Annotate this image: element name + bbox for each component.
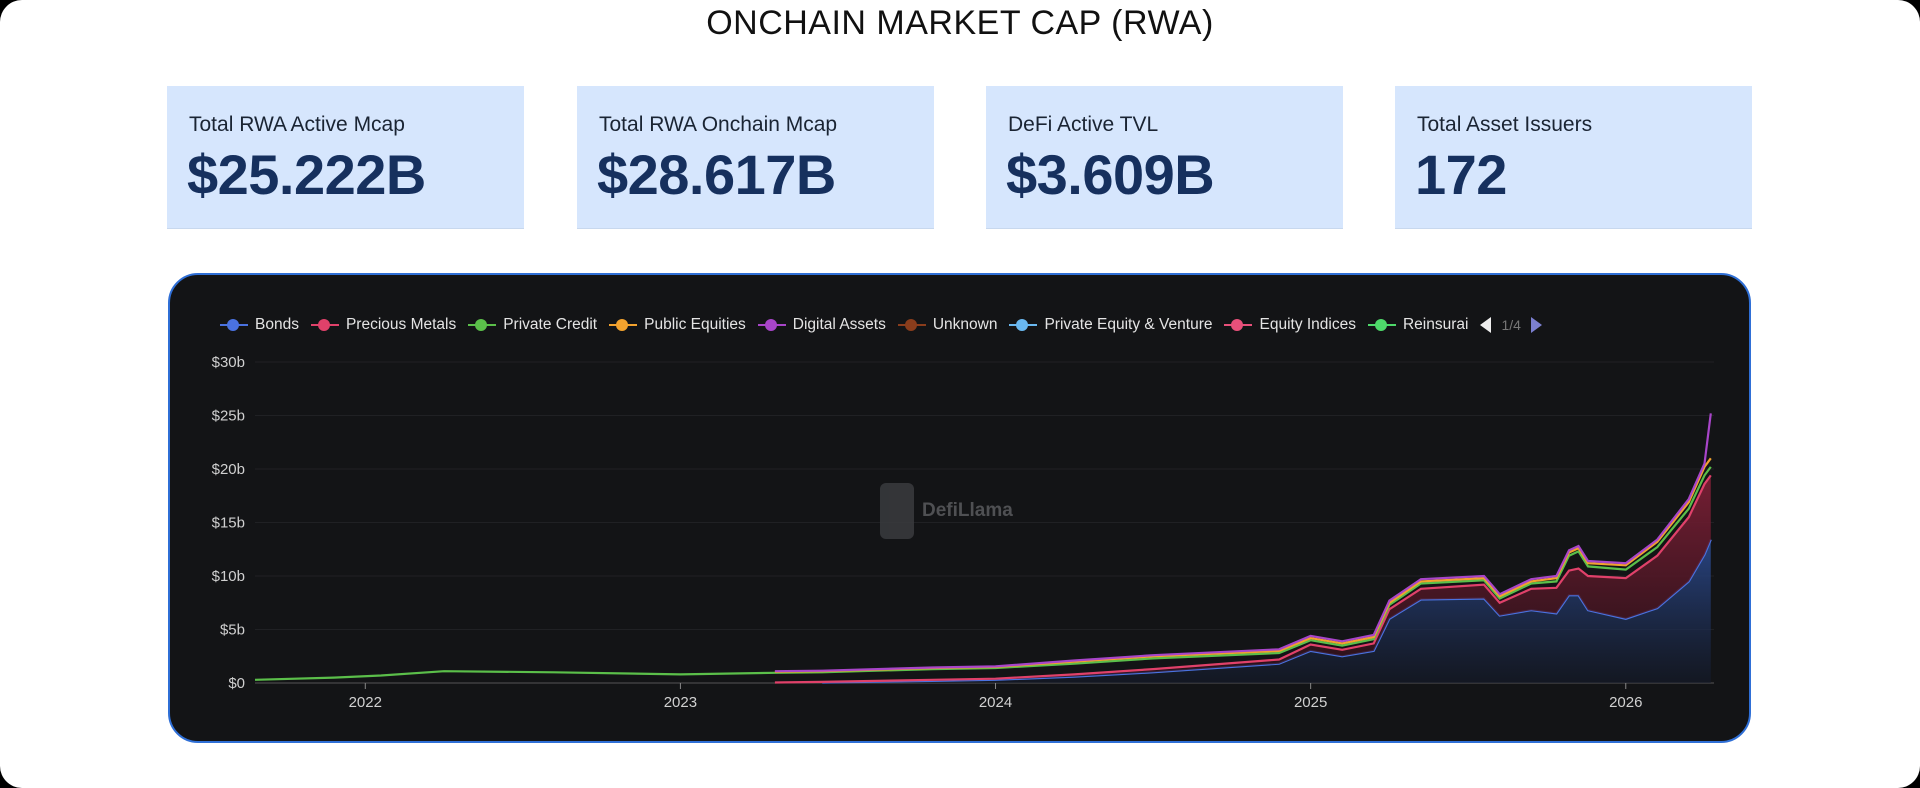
legend-label: Private Equity & Venture (1044, 316, 1213, 333)
stat-value: 172 (1415, 143, 1507, 206)
legend-swatch-icon (220, 319, 248, 331)
legend-item[interactable]: Precious Metals (310, 316, 457, 334)
legend-item[interactable]: Unknown (897, 316, 998, 334)
y-tick-label: $10b (212, 568, 245, 585)
legend-item[interactable]: Digital Assets (757, 316, 886, 334)
chart-legend: Bonds Precious Metals Private Credit Public… (220, 316, 1542, 334)
stat-card-asset-issuers: Total Asset Issuers 172 (1395, 86, 1752, 229)
legend-swatch-icon (310, 319, 339, 331)
market-cap-chart: $0 $5b $10b $15b $20b $25b $30b 2022 2023 2024 202… (212, 354, 1714, 711)
stat-card-active-mcap: Total RWA Active Mcap $25.222B (167, 86, 524, 229)
stat-card-defi-tvl: DeFi Active TVL $3.609B (986, 86, 1343, 229)
legend-item[interactable]: Bonds (220, 316, 299, 334)
y-tick-label: $30b (212, 354, 245, 371)
legend-label: Unknown (932, 316, 998, 333)
y-tick-label: $0 (228, 675, 245, 692)
y-tick-label: $15b (212, 515, 245, 532)
legend-label: Bonds (255, 316, 299, 333)
stat-card-onchain-mcap: Total RWA Onchain Mcap $28.617B (577, 86, 934, 229)
stat-label: Total RWA Onchain Mcap (599, 113, 838, 136)
legend-next-icon[interactable] (1530, 317, 1542, 333)
series-line-private-credit (254, 466, 1712, 681)
legend-label: Reinsurai (1402, 316, 1469, 333)
legend-item[interactable]: Equity Indices (1224, 316, 1356, 334)
legend-label: Equity Indices (1259, 316, 1356, 333)
legend-swatch-icon (1367, 319, 1396, 331)
legend-item[interactable]: Private Credit (468, 316, 597, 334)
legend-page: 1/4 (1501, 317, 1521, 333)
chart-container: $0 $5b $10b $15b $20b $25b $30b 2022 2023 2024 202… (168, 273, 1751, 743)
legend-label: Precious Metals (345, 316, 457, 333)
stat-value: $28.617B (597, 143, 836, 206)
legend-swatch-icon (1224, 319, 1253, 331)
legend-swatch-icon (757, 319, 786, 331)
legend-prev-icon[interactable] (1480, 317, 1492, 333)
y-tick-label: $25b (212, 408, 245, 425)
watermark: DefiLlama (880, 483, 1013, 539)
stat-label: Total Asset Issuers (1417, 113, 1593, 136)
stat-label: DeFi Active TVL (1008, 113, 1159, 136)
x-tick-label: 2022 (349, 694, 382, 711)
legend-label: Private Credit (503, 316, 598, 333)
series-line-precious-metals (774, 474, 1712, 684)
x-tick-label: 2023 (664, 694, 697, 711)
page-title: ONCHAIN MARKET CAP (RWA) (706, 4, 1214, 42)
legend-swatch-icon (1009, 319, 1038, 331)
x-tick-label: 2025 (1294, 694, 1327, 711)
legend-swatch-icon (468, 319, 497, 331)
legend-label: Digital Assets (792, 316, 886, 333)
legend-item[interactable]: Reinsurai (1367, 316, 1469, 334)
series-line-digital-assets (774, 413, 1712, 673)
stat-value: $3.609B (1006, 143, 1215, 206)
y-tick-label: $5b (220, 622, 245, 639)
legend-swatch-icon (897, 319, 926, 331)
watermark-text: DefiLlama (922, 500, 1013, 521)
legend-label: Public Equities (644, 316, 746, 333)
area-bonds (822, 539, 1711, 683)
legend-item[interactable]: Public Equities (609, 316, 746, 334)
x-tick-label: 2026 (1609, 694, 1642, 711)
stat-value: $25.222B (187, 143, 426, 206)
y-tick-label: $20b (212, 461, 245, 478)
x-tick-label: 2024 (979, 694, 1012, 711)
defillama-logo-icon (880, 483, 914, 539)
stat-label: Total RWA Active Mcap (189, 113, 405, 136)
legend-swatch-icon (609, 319, 638, 331)
legend-item[interactable]: Private Equity & Venture (1009, 316, 1212, 334)
legend-pager: 1/4 (1480, 317, 1542, 333)
